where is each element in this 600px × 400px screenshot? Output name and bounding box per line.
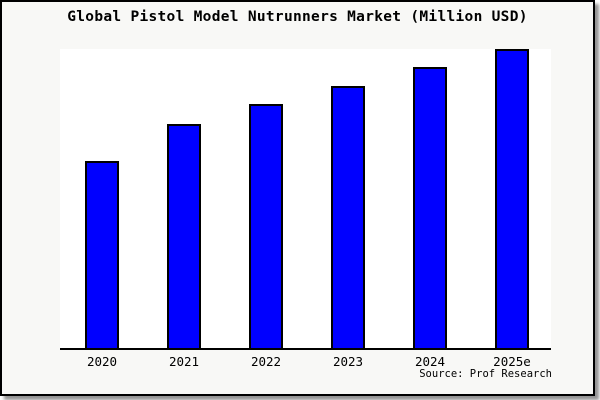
source-text: Source: Prof Research [419, 368, 552, 380]
bar-2021 [167, 124, 201, 348]
bar-2023 [331, 86, 365, 348]
x-tick-label-2022: 2022 [250, 354, 282, 369]
x-axis-labels: 2020 2021 2022 2023 2024 2025e [60, 354, 551, 370]
bar-2024 [413, 67, 447, 348]
bar-2025e [495, 49, 529, 348]
x-tick-label-2024: 2024 [414, 354, 446, 369]
x-tick-label-2021: 2021 [168, 354, 200, 369]
x-tick-label-2023: 2023 [332, 354, 364, 369]
chart-title: Global Pistol Model Nutrunners Market (M… [67, 9, 528, 25]
plot-area [60, 49, 551, 350]
bar-2022 [249, 104, 283, 348]
x-tick-label-2025e: 2025e [493, 354, 531, 369]
x-tick-label-2020: 2020 [86, 354, 118, 369]
bar-2020 [85, 161, 119, 348]
